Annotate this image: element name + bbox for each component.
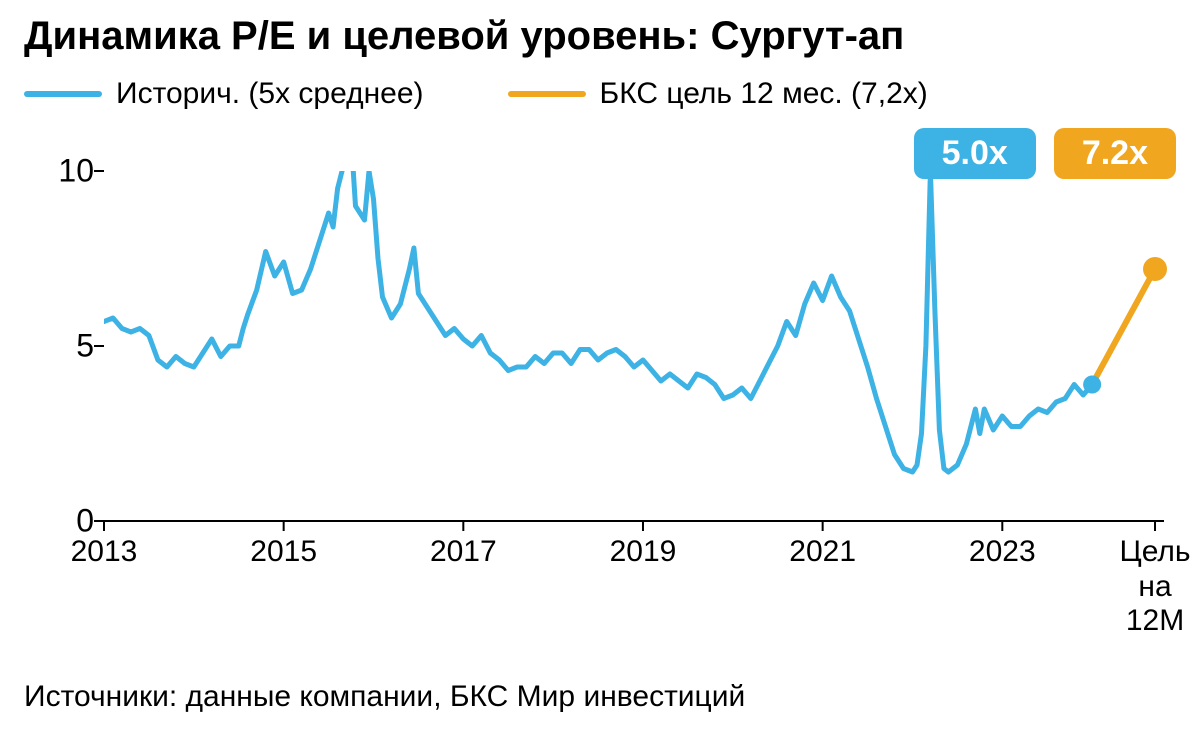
x-tick-label: 2013 — [71, 535, 138, 570]
y-tick-label: 10 — [34, 153, 94, 190]
x-tick-label: 2019 — [610, 535, 677, 570]
legend-label-historical: Историч. (5x среднее) — [116, 77, 424, 111]
legend-item-historical: Историч. (5x среднее) — [24, 77, 424, 111]
x-tick-label: 2021 — [789, 535, 856, 570]
series-historical — [104, 141, 1092, 472]
marker-historical-end — [1083, 376, 1101, 394]
x-tick-label: 2017 — [430, 535, 497, 570]
legend-item-target: БКС цель 12 мес. (7,2x) — [508, 77, 928, 111]
y-tick-label: 5 — [34, 328, 94, 365]
legend-swatch-historical — [24, 91, 102, 97]
legend-label-target: БКС цель 12 мес. (7,2x) — [600, 77, 928, 111]
x-tick-label: Цель на 12М — [1120, 535, 1191, 639]
x-tick-label: 2023 — [969, 535, 1036, 570]
y-tick-label: 0 — [34, 503, 94, 540]
chart-area: 0510201320152017201920212023Цель на 12М — [24, 141, 1176, 591]
chart-title: Динамика P/E и целевой уровень: Сургут-а… — [0, 0, 1200, 69]
x-tick-label: 2015 — [250, 535, 317, 570]
legend: Историч. (5x среднее) БКС цель 12 мес. (… — [0, 69, 1200, 121]
series-target — [1092, 269, 1155, 385]
marker-target-end — [1143, 257, 1167, 281]
chart-svg — [24, 141, 1176, 591]
legend-swatch-target — [508, 91, 586, 97]
source-footer: Источники: данные компании, БКС Мир инве… — [24, 680, 745, 714]
